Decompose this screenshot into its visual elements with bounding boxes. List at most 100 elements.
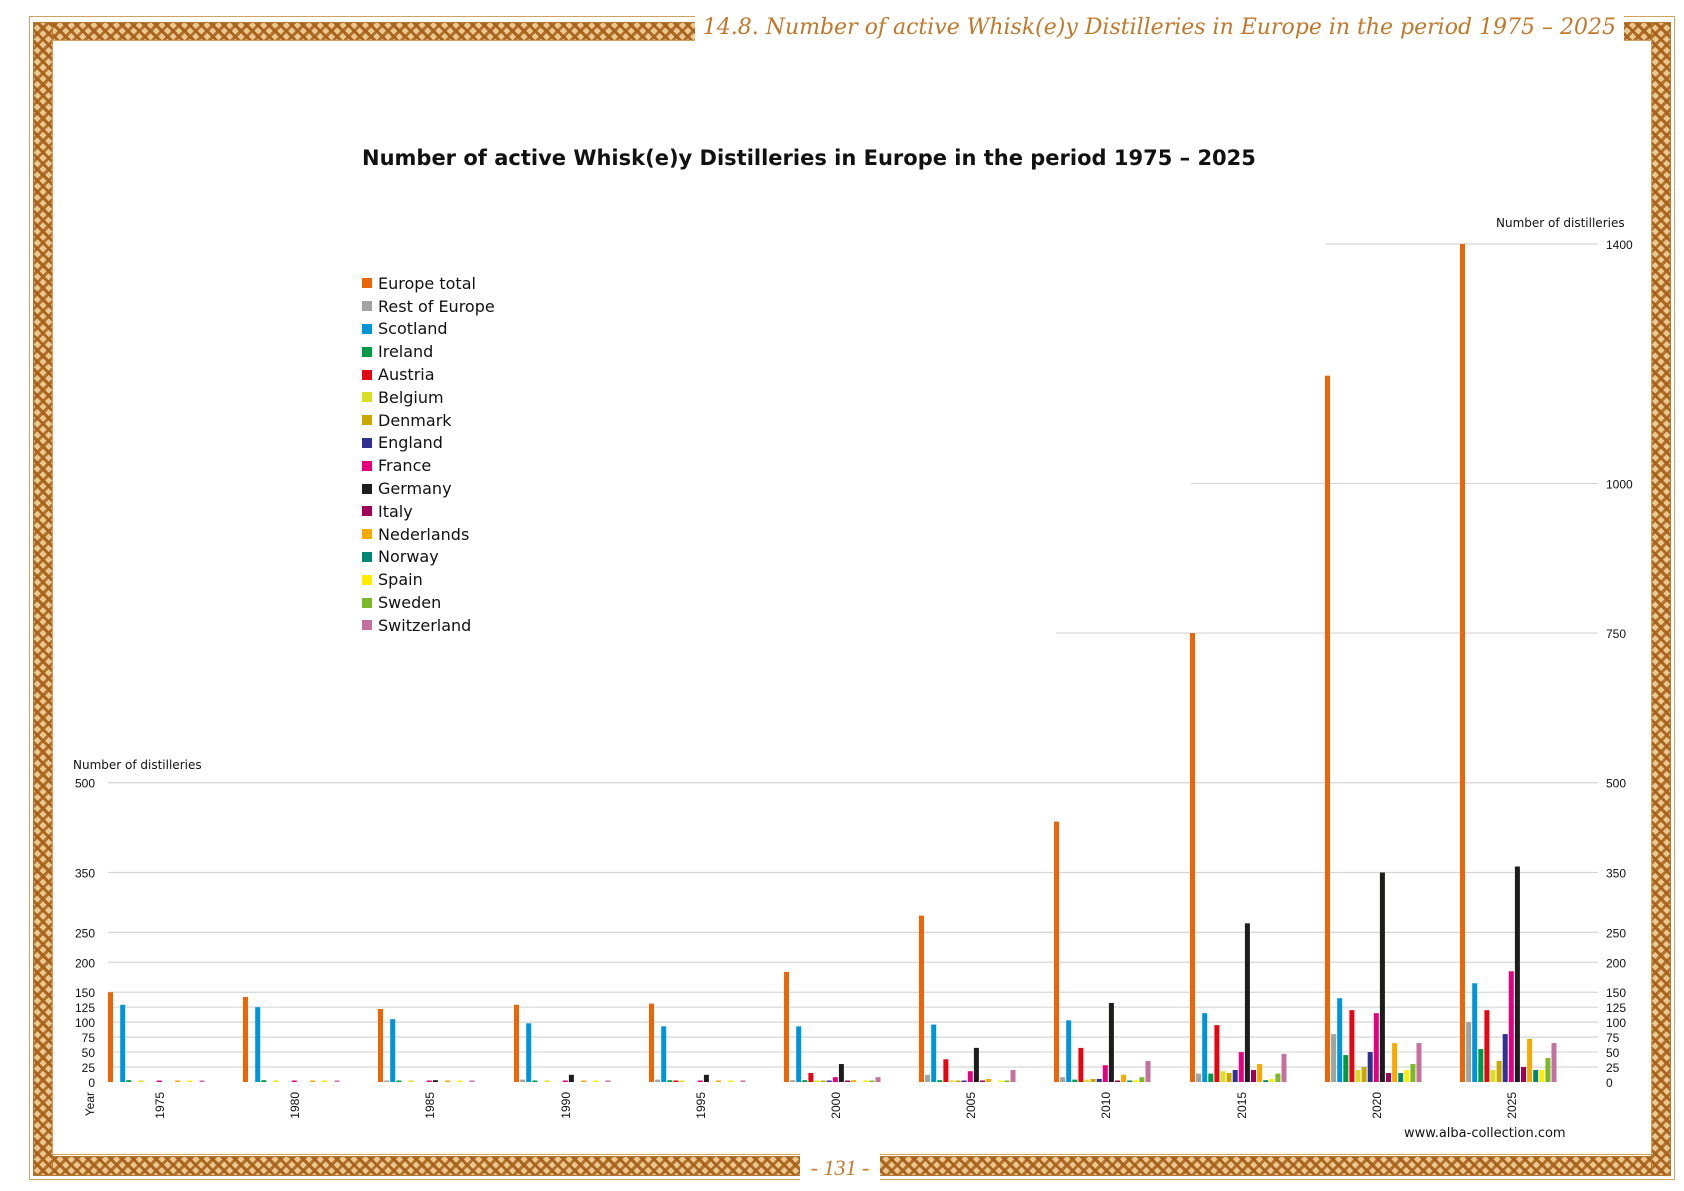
x-tick-label: 1975 — [153, 1092, 167, 1119]
bar-nederlands-2025 — [1527, 1038, 1533, 1082]
left-tick-label: 350 — [75, 867, 95, 881]
bar-nederlands-2015 — [1257, 1064, 1263, 1082]
bar-denmark-2005 — [955, 1080, 961, 1082]
bar-spain-2000 — [863, 1080, 869, 1082]
chart-legend: Europe total Rest of Europe Scotland Irelan… — [362, 272, 495, 637]
left-tick-label: 75 — [82, 1031, 96, 1045]
legend-label: France — [378, 456, 432, 476]
bar-austria-2000 — [808, 1073, 814, 1082]
bar-denmark-2015 — [1226, 1073, 1232, 1082]
legend-label: Ireland — [378, 342, 434, 362]
bar-france-2010 — [1102, 1065, 1108, 1082]
legend-swatch — [362, 483, 372, 494]
bar-nederlands-2005 — [986, 1079, 992, 1082]
bar-switzerland-1985 — [469, 1080, 475, 1082]
legend-item: Spain — [362, 568, 495, 591]
right-tick-label: 50 — [1606, 1046, 1620, 1060]
right-tick-label: 350 — [1606, 867, 1626, 881]
bar-scotland-2010 — [1066, 1020, 1072, 1082]
bar-switzerland-1995 — [740, 1080, 746, 1082]
x-tick-label: 1990 — [559, 1092, 573, 1119]
right-tick-label: 200 — [1606, 956, 1626, 970]
bar-belgium-2005 — [949, 1080, 955, 1082]
legend-label: Scotland — [378, 319, 448, 339]
legend-swatch — [362, 620, 372, 631]
legend-label: Belgium — [378, 387, 444, 407]
bar-switzerland-1980 — [334, 1080, 340, 1082]
legend-label: Nederlands — [378, 524, 470, 544]
bar-nederlands-1980 — [310, 1080, 316, 1082]
legend-swatch — [362, 529, 372, 540]
bar-spain-2025 — [1539, 1070, 1545, 1082]
bar-austria-2025 — [1484, 1010, 1490, 1082]
bar-england-2005 — [961, 1080, 967, 1082]
bar-nederlands-1985 — [445, 1080, 451, 1082]
bar-scotland-1985 — [390, 1019, 396, 1082]
bar-ireland-1995 — [667, 1080, 673, 1082]
bar-germany-1985 — [432, 1080, 438, 1082]
legend-item: Denmark — [362, 409, 495, 432]
left-tick-label: 150 — [75, 986, 95, 1000]
bar-switzerland-2010 — [1145, 1061, 1151, 1082]
bar-belgium-2020 — [1355, 1070, 1361, 1082]
bar-italy-2000 — [845, 1080, 850, 1082]
bar-switzerland-2005 — [1010, 1070, 1016, 1082]
page-number: - 131 - — [800, 1154, 880, 1182]
bar-belgium-2015 — [1220, 1071, 1226, 1082]
bar-england-2020 — [1367, 1052, 1373, 1082]
bar-nederlands-2000 — [851, 1080, 857, 1082]
x-tick-label: 2005 — [964, 1092, 978, 1119]
right-tick-label: 750 — [1606, 627, 1626, 641]
bar-nederlands-1975 — [175, 1080, 181, 1082]
content-area — [52, 40, 1652, 1155]
bar-france-2020 — [1373, 1013, 1379, 1082]
footer-url: www.alba-collection.com — [1404, 1126, 1566, 1141]
bar-italy-2010 — [1115, 1080, 1120, 1082]
right-tick-label: 100 — [1606, 1016, 1626, 1030]
bar-ireland-1990 — [532, 1080, 538, 1082]
bar-ireland-1980 — [261, 1080, 267, 1082]
right-tick-label: 250 — [1606, 926, 1626, 940]
bar-austria-2005 — [943, 1059, 949, 1082]
bar-belgium-1995 — [679, 1080, 685, 1082]
right-tick-label: 1400 — [1606, 238, 1633, 252]
bar-france-2015 — [1238, 1052, 1244, 1082]
legend-swatch — [362, 574, 372, 585]
celtic-border-left — [33, 22, 53, 1176]
bar-europe-total-2010 — [1054, 821, 1059, 1082]
x-tick-label: 2010 — [1099, 1092, 1113, 1119]
legend-item: Norway — [362, 546, 495, 569]
bar-austria-2020 — [1349, 1010, 1355, 1082]
bar-sweden-2020 — [1410, 1064, 1416, 1082]
bar-sweden-2010 — [1139, 1077, 1145, 1082]
bar-rest-of-europe-2010 — [1060, 1077, 1066, 1082]
right-tick-label: 1000 — [1606, 477, 1633, 491]
bar-england-2015 — [1232, 1070, 1238, 1082]
bar-spain-1980 — [322, 1080, 328, 1082]
legend-label: Norway — [378, 547, 439, 567]
bar-norway-2025 — [1533, 1070, 1539, 1082]
bar-switzerland-1990 — [605, 1080, 611, 1082]
page-header-title: 14.8. Number of active Whisk(e)y Distill… — [694, 14, 1624, 42]
bar-spain-2015 — [1269, 1079, 1275, 1082]
bar-france-1975 — [156, 1080, 162, 1082]
bar-rest-of-europe-2020 — [1331, 1034, 1337, 1082]
legend-label: Austria — [378, 365, 435, 385]
bar-belgium-1975 — [138, 1080, 144, 1082]
bar-switzerland-2020 — [1416, 1043, 1422, 1082]
bar-italy-2015 — [1251, 1070, 1256, 1082]
legend-swatch — [362, 323, 372, 334]
legend-item: Sweden — [362, 591, 495, 614]
bar-germany-2025 — [1514, 866, 1520, 1082]
legend-label: Denmark — [378, 410, 452, 430]
left-tick-label: 500 — [75, 777, 95, 791]
bar-germany-2005 — [973, 1047, 979, 1082]
bar-austria-1995 — [673, 1080, 679, 1082]
legend-item: Switzerland — [362, 614, 495, 637]
bar-belgium-2000 — [814, 1080, 820, 1082]
x-tick-label: 1985 — [423, 1092, 437, 1119]
bar-sweden-2015 — [1275, 1073, 1281, 1082]
bar-europe-total-2020 — [1325, 375, 1330, 1083]
bar-belgium-1985 — [408, 1080, 414, 1082]
chart-title: Number of active Whisk(e)y Distilleries … — [362, 146, 1256, 170]
